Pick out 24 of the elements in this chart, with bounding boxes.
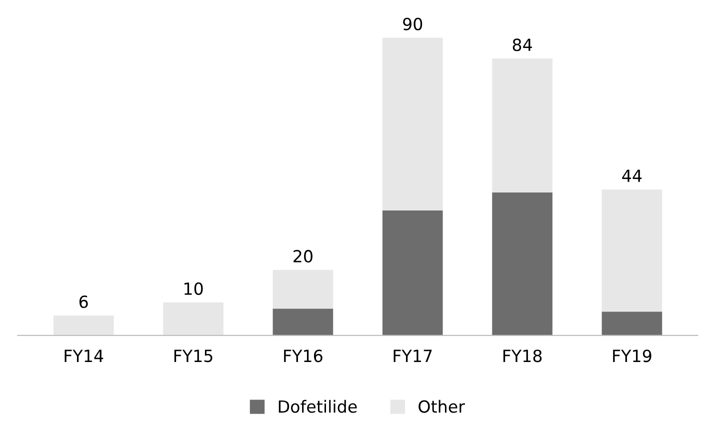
bar <box>272 270 334 309</box>
x-tick-label: FY16 <box>284 350 322 362</box>
legend-label: Dofetilide <box>278 400 357 413</box>
bar <box>163 302 224 336</box>
x-tick-label: FY17 <box>394 350 432 362</box>
legend-label: Other <box>418 400 465 413</box>
annotation: 44 <box>622 170 642 182</box>
bar <box>602 312 662 336</box>
x-tick-label: FY18 <box>503 350 542 362</box>
bar <box>53 315 114 336</box>
x-tick-label: FY14 <box>64 350 104 362</box>
annotation: 84 <box>512 38 532 52</box>
annotation: 6 <box>79 295 88 308</box>
bar <box>602 190 662 312</box>
bar <box>382 210 443 336</box>
x-tick-label: FY15 <box>174 350 212 362</box>
annotation: 10 <box>184 282 203 295</box>
bar <box>272 308 334 336</box>
bar <box>382 38 443 210</box>
bar <box>492 192 552 336</box>
bar <box>492 58 552 193</box>
annotation: 20 <box>294 250 312 263</box>
annotation: 90 <box>403 18 422 30</box>
x-tick-label: FY19 <box>613 350 652 362</box>
